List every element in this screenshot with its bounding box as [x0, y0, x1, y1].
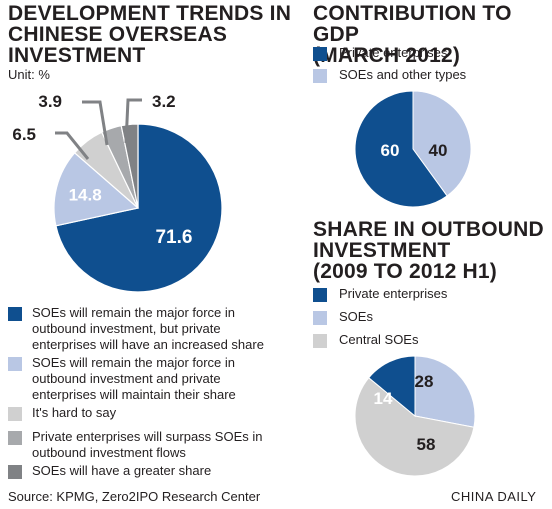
- left-title-line-2: CHINESE OVERSEAS: [8, 23, 228, 46]
- trends-legend-item-2: SOEs will remain the major force in outb…: [8, 355, 282, 403]
- outbound-pie-chart: 14 28 58: [354, 355, 476, 477]
- gdp-slices: [354, 90, 472, 208]
- trends-slices: [53, 123, 223, 293]
- pie-slice-1: [368, 355, 416, 418]
- data-label-2: 14.8: [69, 185, 102, 204]
- outbound-slices: [354, 355, 476, 477]
- legend-text: Central SOEs: [339, 332, 419, 347]
- pie-slice-3: [354, 377, 475, 477]
- legend-text: SOEs will remain the major force in outb…: [32, 305, 264, 352]
- legend-text: SOEs: [339, 309, 373, 324]
- trends-leader-lines: [55, 98, 142, 160]
- trends-legend-item-1: SOEs will remain the major force in outb…: [8, 305, 282, 353]
- gdp-pie-chart: 60 40: [354, 90, 472, 208]
- pie-slice-2: [414, 355, 476, 428]
- trends-legend-item-3: It's hard to say: [8, 405, 282, 421]
- data-label-5: 3.2: [152, 92, 176, 111]
- outbound-legend-item-3: Central SOEs: [313, 332, 418, 348]
- outbound-title-line-1: SHARE IN OUTBOUND: [313, 218, 544, 241]
- legend-swatch-mid-gray: [8, 431, 22, 445]
- pie-slice-1: [354, 90, 448, 208]
- left-title-line-1: DEVELOPMENT TRENDS IN: [8, 2, 292, 25]
- legend-swatch-light-gray: [313, 334, 327, 348]
- outbound-data-labels: 14 28 58: [374, 372, 436, 454]
- data-label-3: 6.5: [12, 125, 36, 144]
- legend-swatch-dark-gray: [8, 465, 22, 479]
- outbound-title-line-3: (2009 TO 2012 H1): [313, 260, 497, 283]
- gdp-legend-item-2: SOEs and other types: [313, 67, 466, 83]
- source-note: Source: KPMG, Zero2IPO Research Center: [8, 489, 261, 504]
- legend-swatch-light-blue: [313, 69, 327, 83]
- unit-label: Unit: %: [8, 67, 50, 82]
- legend-text: Private enterprises: [339, 45, 448, 60]
- data-label-4: 3.9: [38, 92, 62, 111]
- legend-swatch-dark-blue: [313, 288, 327, 302]
- outbound-legend-item-2: SOEs: [313, 309, 373, 325]
- trends-legend-item-5: SOEs will have a greater share: [8, 463, 282, 479]
- legend-swatch-light-gray: [8, 407, 22, 421]
- brand-label: CHINA DAILY: [451, 489, 537, 504]
- legend-text: SOEs will remain the major force in outb…: [32, 355, 236, 402]
- gdp-legend-item-1: Private enterprises: [313, 45, 447, 61]
- data-label-1: 60: [381, 141, 400, 160]
- data-label-1: 14: [374, 389, 393, 408]
- gdp-data-labels: 60 40: [381, 141, 448, 160]
- trends-data-labels: 71.6 14.8 6.53.9 3.2: [12, 92, 192, 248]
- left-title-line-3: INVESTMENT: [8, 44, 146, 67]
- gdp-chart-title: CONTRIBUTION TO GDP (MARCH 2012): [313, 3, 552, 66]
- outbound-chart-title: SHARE IN OUTBOUND INVESTMENT (2009 TO 20…: [313, 219, 544, 282]
- legend-text: Private enterprises: [339, 286, 448, 301]
- legend-swatch-light-blue: [8, 357, 22, 371]
- legend-swatch-dark-blue: [313, 47, 327, 61]
- legend-swatch-dark-blue: [8, 307, 22, 321]
- data-label-2: 28: [415, 372, 434, 391]
- left-chart-title: DEVELOPMENT TRENDS IN CHINESE OVERSEAS I…: [8, 3, 291, 66]
- legend-text: SOEs will have a greater share: [32, 463, 212, 478]
- legend-text: It's hard to say: [32, 405, 117, 420]
- outbound-title-line-2: INVESTMENT: [313, 239, 451, 262]
- leader-line-3: [55, 131, 90, 160]
- pie-slice-2: [412, 90, 472, 197]
- legend-text: SOEs and other types: [339, 67, 467, 82]
- leader-line-5: [124, 98, 142, 144]
- gdp-title-line-2: (MARCH 2012): [313, 44, 461, 67]
- pie-slice-2: [53, 152, 140, 227]
- trends-pie-chart: 71.6 14.8 6.53.9 3.2: [12, 92, 223, 293]
- data-label-2: 40: [429, 141, 448, 160]
- leader-line-4: [82, 100, 109, 146]
- gdp-title-line-1: CONTRIBUTION TO GDP: [313, 2, 512, 46]
- legend-text: Private enterprises will surpass SOEs in…: [32, 429, 263, 460]
- pie-slice-1: [55, 123, 223, 293]
- legend-swatch-light-blue: [313, 311, 327, 325]
- trends-legend-item-4: Private enterprises will surpass SOEs in…: [8, 429, 282, 461]
- outbound-legend-item-1: Private enterprises: [313, 286, 447, 302]
- pie-slice-5: [120, 123, 139, 209]
- data-label-3: 58: [417, 435, 436, 454]
- data-label-1: 71.6: [155, 227, 192, 248]
